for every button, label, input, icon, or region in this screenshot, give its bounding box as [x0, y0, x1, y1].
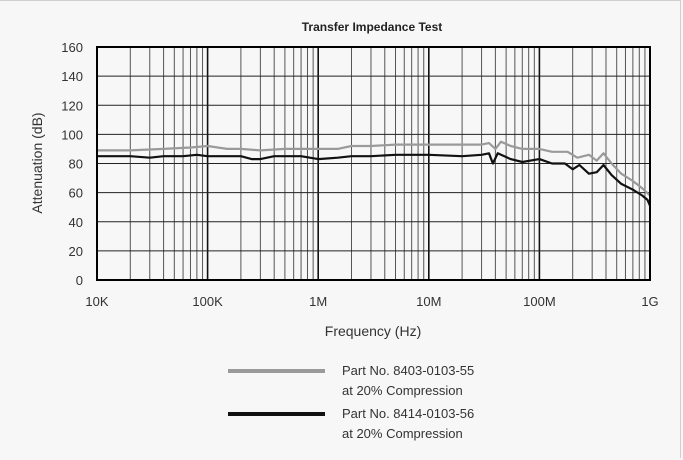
series-layer: [97, 140, 652, 207]
y-tick-label: 100: [61, 127, 83, 142]
legend-label-series-2: Part No. 8414-0103-56: [342, 406, 474, 421]
legend: Part No. 8403-0103-55 at 20% Compression…: [228, 363, 474, 441]
y-tick-label: 20: [69, 244, 83, 259]
chart-title: Transfer Impedance Test: [302, 20, 443, 34]
x-tick-label: 10M: [416, 294, 441, 309]
y-tick-label: 120: [61, 98, 83, 113]
chart-grid: [96, 46, 651, 281]
y-tick-label: 140: [61, 69, 83, 84]
plot-border: [96, 46, 651, 281]
x-axis-label: Frequency (Hz): [325, 323, 421, 339]
y-axis-label: Attenuation (dB): [29, 112, 45, 213]
y-tick-label: 0: [76, 273, 83, 288]
x-tick-label: 1M: [309, 294, 327, 309]
legend-sublabel-series-2: at 20% Compression: [342, 426, 463, 441]
legend-sublabel-series-1: at 20% Compression: [342, 383, 463, 398]
y-tick-label: 40: [69, 215, 83, 230]
series-line-2: [97, 152, 652, 207]
y-tick-label: 160: [61, 40, 83, 55]
y-tick-label: 80: [69, 157, 83, 172]
x-tick-label: 10K: [85, 294, 108, 309]
series-line-1: [97, 140, 651, 197]
legend-label-series-1: Part No. 8403-0103-55: [342, 363, 474, 378]
y-tick-label: 60: [69, 186, 83, 201]
x-tick-label: 1G: [641, 294, 658, 309]
x-tick-label: 100M: [523, 294, 556, 309]
tick-labels: 0 20 40 60 80 100 120 140 160 10K 100K 1M 10M 100M 1G: [61, 40, 658, 309]
x-tick-label: 100K: [192, 294, 223, 309]
